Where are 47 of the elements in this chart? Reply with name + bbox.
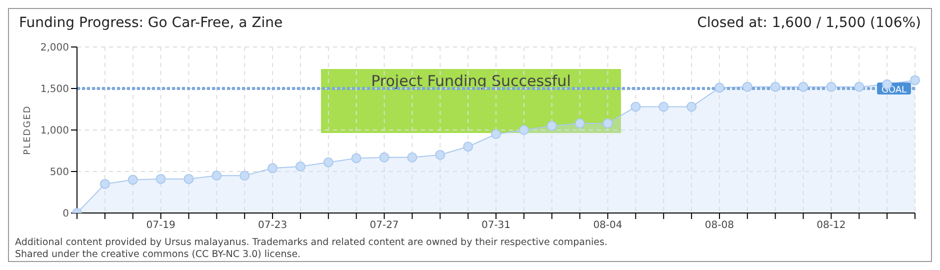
point	[658, 102, 669, 112]
x-tick-label: 08-12	[816, 220, 846, 232]
point	[184, 174, 194, 184]
x-tick-label: 07-31	[481, 220, 511, 232]
x-tick-label: 07-23	[258, 220, 288, 232]
chart-title: Funding Progress: Go Car-Free, a Zine	[19, 15, 283, 31]
point	[798, 82, 808, 92]
y-tick-label: 0	[62, 208, 69, 220]
banner: Project Funding Successful	[321, 69, 621, 133]
point	[156, 174, 166, 184]
point	[128, 174, 138, 185]
point	[826, 82, 836, 92]
point	[407, 152, 418, 162]
x-tick-label: 08-08	[704, 220, 734, 232]
point	[379, 152, 390, 162]
point	[268, 163, 278, 174]
point	[323, 157, 334, 168]
chart-subtitle: Closed at: 1,600 / 1,500 (106%)	[697, 15, 921, 31]
point	[518, 125, 529, 135]
x-tick-label: 07-27	[370, 220, 399, 232]
point	[212, 170, 222, 181]
y-tick-label: 500	[50, 167, 69, 178]
text: Shared under the creative commons (CC BY-NC 3.0) license.	[15, 249, 302, 261]
y-tick-label: 1,500	[40, 84, 69, 96]
point	[770, 82, 780, 92]
point	[295, 162, 306, 172]
x-tick-label: 07-19	[146, 220, 176, 232]
point	[463, 142, 474, 152]
x-tick-label: 08-04	[593, 220, 622, 232]
y-tick-label: 2,000	[40, 42, 69, 54]
point	[491, 129, 501, 140]
point	[630, 102, 641, 112]
point	[686, 102, 697, 112]
point	[435, 150, 446, 160]
point	[714, 82, 724, 93]
text: Additional content provided by Ursus malayanus. Trademarks and related content are owned by their respective companies.	[15, 237, 608, 249]
point	[546, 120, 557, 131]
point	[742, 82, 752, 92]
y-axis-title: PLEDGED	[23, 105, 34, 155]
y-tick-label: 1,000	[40, 126, 69, 137]
point	[574, 118, 585, 128]
point	[602, 118, 613, 128]
point	[240, 170, 250, 181]
point	[854, 82, 864, 92]
point	[910, 75, 920, 86]
point	[100, 178, 110, 189]
point	[351, 153, 362, 164]
